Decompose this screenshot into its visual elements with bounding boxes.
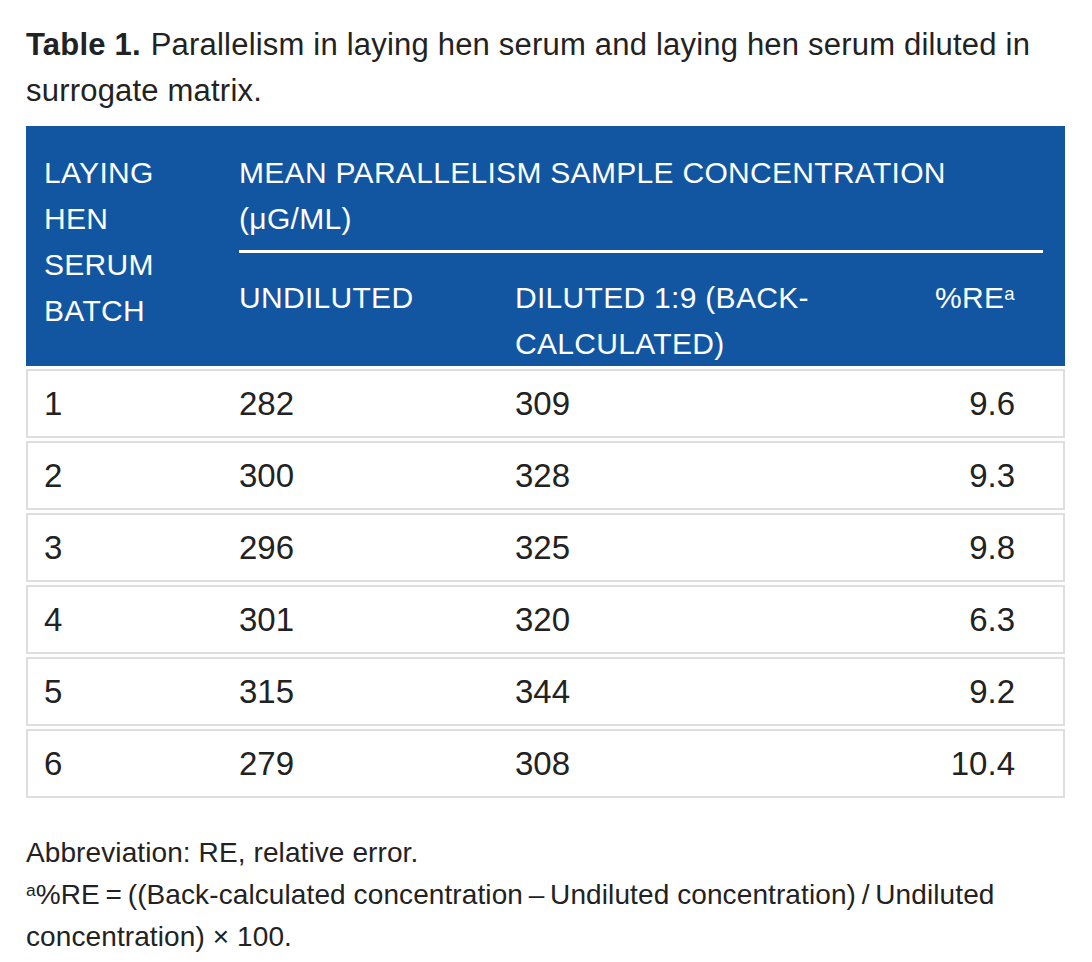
table-row: 5 315 344 9.2 bbox=[26, 657, 1065, 726]
cell-re: 10.4 bbox=[855, 745, 1063, 783]
cell-batch: 6 bbox=[28, 745, 239, 783]
cell-diluted: 328 bbox=[515, 457, 855, 495]
header-divider-rule bbox=[239, 250, 1043, 253]
cell-re: 6.3 bbox=[855, 601, 1063, 639]
cell-re: 9.3 bbox=[855, 457, 1063, 495]
cell-batch: 3 bbox=[28, 529, 239, 567]
cell-undiluted: 279 bbox=[239, 745, 515, 783]
table-caption: Table 1.Parallelism in laying hen serum … bbox=[26, 22, 1066, 114]
cell-undiluted: 296 bbox=[239, 529, 515, 567]
cell-diluted: 325 bbox=[515, 529, 855, 567]
table-caption-text: Parallelism in laying hen serum and layi… bbox=[26, 27, 1030, 108]
cell-diluted: 309 bbox=[515, 385, 855, 423]
column-group-header: MEAN PARALLELISM SAMPLE CONCENTRATION (μ… bbox=[239, 150, 1051, 242]
table-row: 1 282 309 9.6 bbox=[26, 369, 1065, 438]
table-row: 3 296 325 9.8 bbox=[26, 513, 1065, 582]
table-footnotes: Abbreviation: RE, relative error. a%RE =… bbox=[26, 832, 1041, 958]
parallelism-table: LAYING HEN SERUM BATCH MEAN PARALLELISM … bbox=[26, 126, 1065, 798]
column-header-undiluted: UNDILUTED bbox=[239, 275, 515, 367]
cell-diluted: 344 bbox=[515, 673, 855, 711]
cell-batch: 2 bbox=[28, 457, 239, 495]
cell-undiluted: 315 bbox=[239, 673, 515, 711]
column-header-re-superscript: a bbox=[1004, 283, 1015, 304]
cell-undiluted: 282 bbox=[239, 385, 515, 423]
page: Table 1.Parallelism in laying hen serum … bbox=[0, 22, 1092, 958]
column-header-re-label: %RE bbox=[935, 281, 1004, 314]
column-header-diluted: DILUTED 1:9 (BACK-CALCULATED) bbox=[515, 275, 855, 367]
cell-batch: 1 bbox=[28, 385, 239, 423]
cell-undiluted: 300 bbox=[239, 457, 515, 495]
cell-diluted: 308 bbox=[515, 745, 855, 783]
cell-re: 9.6 bbox=[855, 385, 1063, 423]
table-row: 4 301 320 6.3 bbox=[26, 585, 1065, 654]
column-header-re: %REa bbox=[855, 275, 1065, 367]
cell-batch: 4 bbox=[28, 601, 239, 639]
cell-diluted: 320 bbox=[515, 601, 855, 639]
formula-note-text: %RE = ((Back-calculated concentration – … bbox=[26, 879, 995, 952]
table-header: LAYING HEN SERUM BATCH MEAN PARALLELISM … bbox=[26, 126, 1065, 366]
cell-re: 9.2 bbox=[855, 673, 1063, 711]
cell-batch: 5 bbox=[28, 673, 239, 711]
table-row: 6 279 308 10.4 bbox=[26, 729, 1065, 798]
table-row: 2 300 328 9.3 bbox=[26, 441, 1065, 510]
formula-note: a%RE = ((Back-calculated concentration –… bbox=[26, 874, 1041, 958]
formula-note-superscript: a bbox=[26, 880, 36, 900]
sub-column-headers: UNDILUTED DILUTED 1:9 (BACK-CALCULATED) … bbox=[239, 275, 1065, 367]
abbreviation-note: Abbreviation: RE, relative error. bbox=[26, 832, 1041, 874]
table-caption-label: Table 1. bbox=[26, 27, 141, 62]
cell-re: 9.8 bbox=[855, 529, 1063, 567]
cell-undiluted: 301 bbox=[239, 601, 515, 639]
table-header-right: MEAN PARALLELISM SAMPLE CONCENTRATION (μ… bbox=[239, 126, 1065, 366]
column-header-batch: LAYING HEN SERUM BATCH bbox=[26, 126, 239, 366]
column-header-batch-label: LAYING HEN SERUM BATCH bbox=[44, 150, 204, 334]
